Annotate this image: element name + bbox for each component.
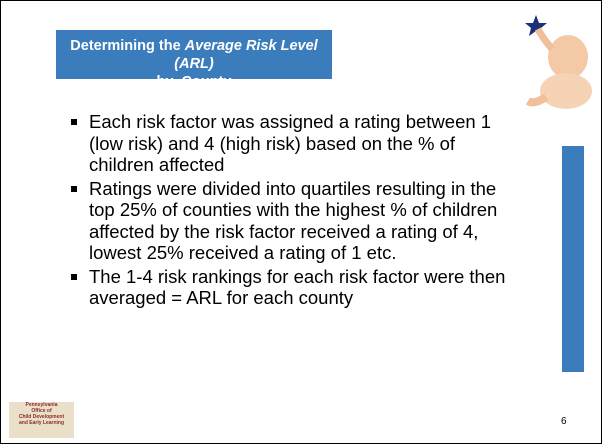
page-number: 6 — [561, 416, 567, 427]
bullet: The 1-4 risk rankings for each risk fact… — [69, 266, 514, 309]
side-bar — [562, 146, 584, 372]
title-text: Determining the — [70, 38, 180, 54]
slide: Determining the Average Risk Level (ARL)… — [0, 0, 602, 444]
bullet: Each risk factor was assigned a rating b… — [69, 111, 514, 176]
baby-image — [516, 9, 601, 114]
logo: Pennsylvania Office of Child Development… — [9, 402, 74, 438]
bullet-list: Each risk factor was assigned a rating b… — [69, 111, 514, 311]
logo-line: and Early Learning — [9, 420, 74, 426]
title-italic: Average Risk Level (ARL) — [174, 38, 317, 72]
title-box: Determining the Average Risk Level (ARL)… — [56, 30, 332, 79]
title-line2: by County — [157, 74, 232, 90]
bullet: Ratings were divided into quartiles resu… — [69, 178, 514, 264]
